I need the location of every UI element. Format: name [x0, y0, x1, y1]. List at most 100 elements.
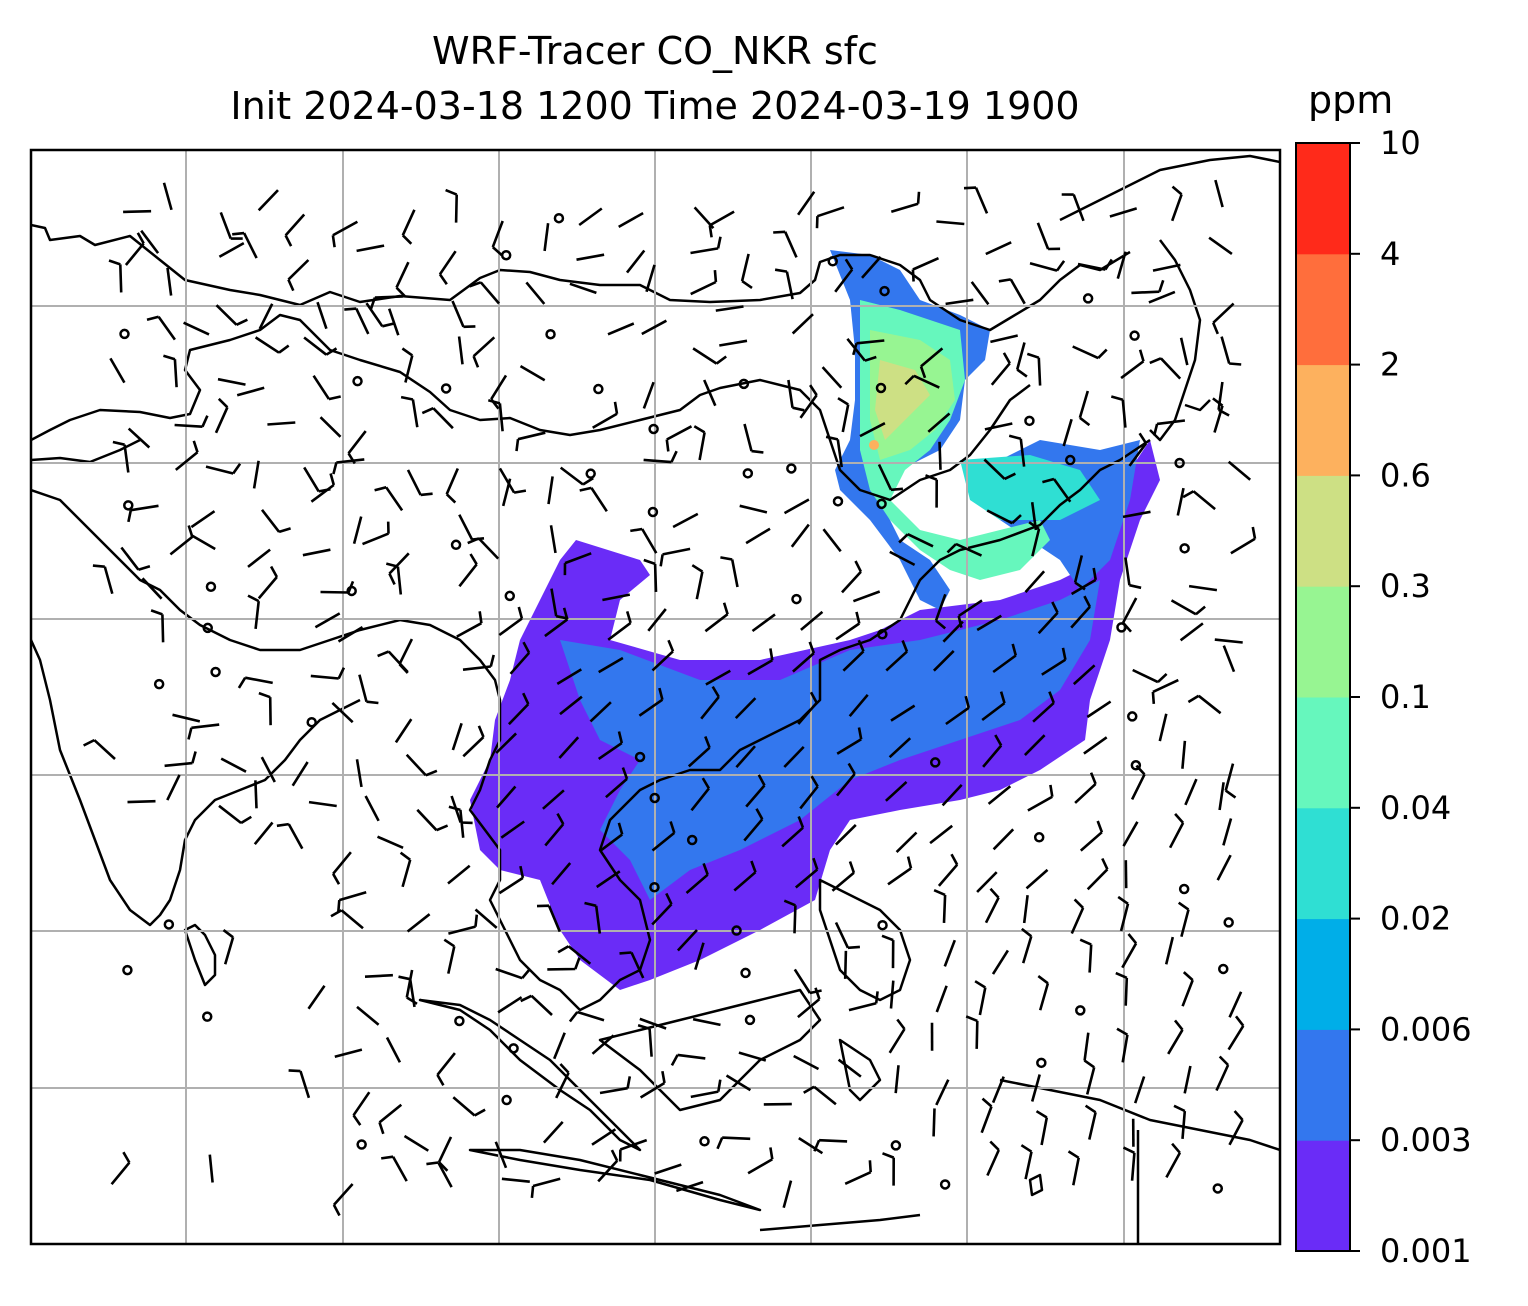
calm-wind-marker [877, 629, 888, 640]
wind-barb [605, 767, 629, 799]
tracer-plume-south [470, 440, 1160, 990]
wind-barb [700, 685, 720, 720]
calm-wind-marker [1178, 883, 1190, 895]
wind-barb [745, 527, 771, 545]
wind-barb [127, 504, 159, 523]
wind-barb [976, 871, 998, 893]
colorbar-segment [1296, 918, 1350, 1030]
wind-barb [798, 1137, 824, 1155]
wind-barb [332, 1183, 354, 1217]
wind-barb [933, 889, 947, 923]
wind-barb [941, 784, 963, 807]
wind-barb [187, 723, 220, 740]
calm-wind-marker [585, 468, 596, 479]
wind-barb [447, 864, 471, 885]
wind-barb [738, 1051, 767, 1062]
calm-wind-marker [1036, 1057, 1047, 1069]
wind-barb [558, 736, 580, 759]
wind-barb [344, 307, 370, 335]
wind-barb [773, 230, 798, 258]
wind-barb [166, 267, 173, 296]
wind-barb [799, 384, 818, 419]
calm-wind-marker [1024, 415, 1035, 427]
wind-barb [310, 473, 336, 503]
coastlines [31, 154, 1280, 1244]
wind-barb [556, 668, 582, 686]
wind-barb [124, 232, 145, 266]
wind-barb [970, 281, 990, 306]
wind-barb [452, 1096, 486, 1117]
wind-barb [381, 1155, 408, 1182]
calm-wind-marker [699, 1136, 710, 1147]
wind-barb [316, 301, 328, 330]
wind-barb [497, 996, 523, 1014]
wind-barb [602, 593, 631, 602]
wind-barb [793, 1054, 820, 1071]
wind-barb [150, 609, 165, 643]
colorbar-tick-label: 0.02 [1380, 900, 1451, 938]
wind-barb [1015, 342, 1028, 378]
wind-barb [1214, 179, 1224, 208]
wind-barb [495, 967, 531, 980]
wind-barb [576, 253, 605, 261]
wind-barb [1152, 263, 1181, 272]
wind-barb [945, 695, 971, 726]
wind-barb [146, 315, 176, 341]
wind-barb [639, 1017, 667, 1030]
wind-barb [1228, 1110, 1244, 1146]
wind-barb [974, 980, 987, 1016]
wind-barb [330, 909, 364, 930]
calm-wind-marker [647, 506, 659, 518]
calm-wind-marker [929, 757, 941, 768]
wind-barb [352, 1091, 371, 1126]
wind-barb [525, 281, 546, 305]
wind-barb [356, 1005, 380, 1026]
wind-barb [665, 425, 693, 452]
wind-barb [458, 514, 485, 541]
calm-wind-marker [210, 666, 221, 678]
wind-barb [496, 785, 517, 809]
wind-barb [437, 1136, 453, 1172]
wind-barb [472, 336, 496, 368]
wind-barb [416, 808, 449, 832]
wind-barb [141, 577, 163, 600]
calm-wind-marker [593, 383, 604, 395]
wind-barb [509, 641, 531, 675]
wind-barb [1037, 975, 1050, 1011]
calm-wind-marker [634, 751, 646, 763]
wind-barb [1026, 352, 1042, 386]
calm-wind-marker [1218, 963, 1229, 975]
wind-barb [109, 357, 126, 384]
wind-barb [501, 1177, 530, 1183]
wind-barb [841, 560, 863, 594]
wind-barb [462, 654, 495, 671]
wind-barb [1181, 740, 1187, 769]
wind-barb [451, 300, 476, 329]
wind-barb [1027, 784, 1054, 812]
gridlines [31, 150, 1280, 1244]
wind-barb [1022, 895, 1029, 924]
wind-barb [1170, 599, 1206, 616]
calm-wind-marker [504, 590, 516, 602]
wind-barb [821, 366, 843, 389]
colorbar-tick-label: 0.006 [1380, 1010, 1472, 1048]
wind-barb [837, 397, 850, 433]
wind-barb [451, 722, 463, 751]
wind-barb [445, 188, 458, 223]
wind-barb [1152, 419, 1186, 436]
wind-barb [362, 521, 390, 546]
wind-barb [618, 1138, 648, 1162]
wind-barb [651, 639, 675, 672]
wind-barb [140, 229, 160, 254]
wind-barb [515, 431, 546, 452]
calm-wind-marker [122, 964, 133, 976]
wind-barb [284, 213, 306, 247]
wind-barb [276, 822, 304, 850]
calm-wind-marker [1130, 760, 1142, 771]
wind-barb [547, 957, 581, 971]
wind-barb [642, 381, 655, 409]
wind-barb [813, 1138, 848, 1152]
wind-barb [837, 1058, 862, 1078]
wind-barb [448, 914, 479, 935]
calm-wind-marker [1075, 1005, 1086, 1016]
